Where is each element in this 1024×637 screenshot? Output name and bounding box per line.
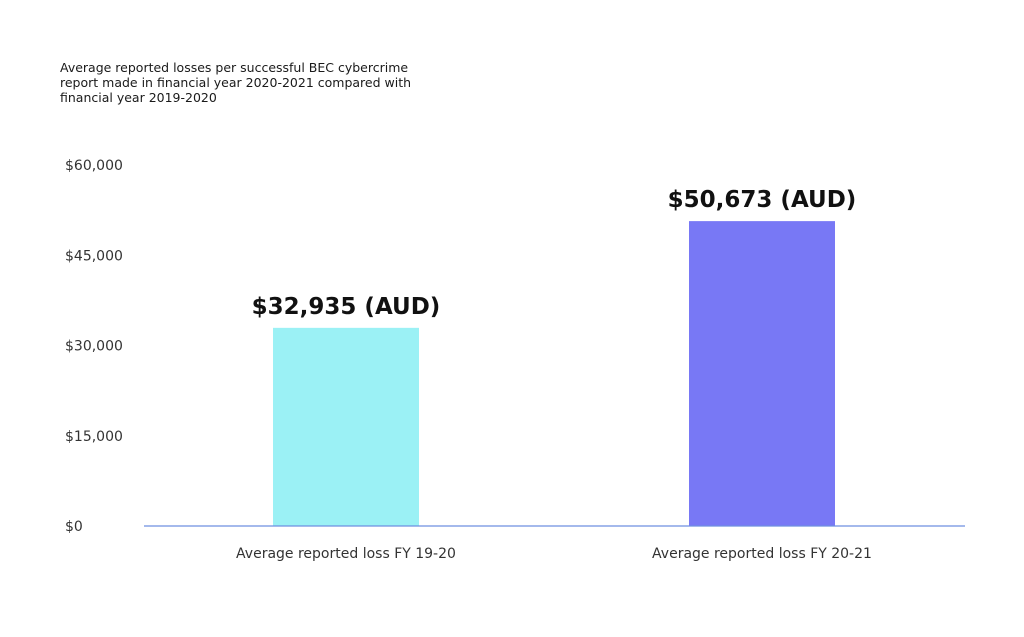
bar-value-label: $32,935 (AUD): [252, 294, 441, 320]
bar-value-label: $50,673 (AUD): [668, 187, 857, 213]
category-labels: Average reported loss FY 19-20 Average re…: [236, 546, 872, 562]
y-tick-label: $60,000: [65, 158, 123, 174]
bars: [273, 221, 835, 527]
y-tick-label: $0: [65, 519, 83, 535]
bar: [273, 327, 419, 526]
x-category-label: Average reported loss FY 20-21: [652, 546, 872, 562]
y-tick-label: $15,000: [65, 429, 123, 445]
chart-title: Average reported losses per successful B…: [60, 60, 412, 105]
y-tick-label: $30,000: [65, 339, 123, 355]
data-labels: $32,935 (AUD) $50,673 (AUD): [252, 187, 857, 320]
y-axis-ticks: $0 $15,000 $30,000 $45,000 $60,000: [65, 158, 123, 535]
y-tick-label: $45,000: [65, 248, 123, 264]
bar: [689, 221, 835, 527]
x-category-label: Average reported loss FY 19-20: [236, 546, 456, 562]
